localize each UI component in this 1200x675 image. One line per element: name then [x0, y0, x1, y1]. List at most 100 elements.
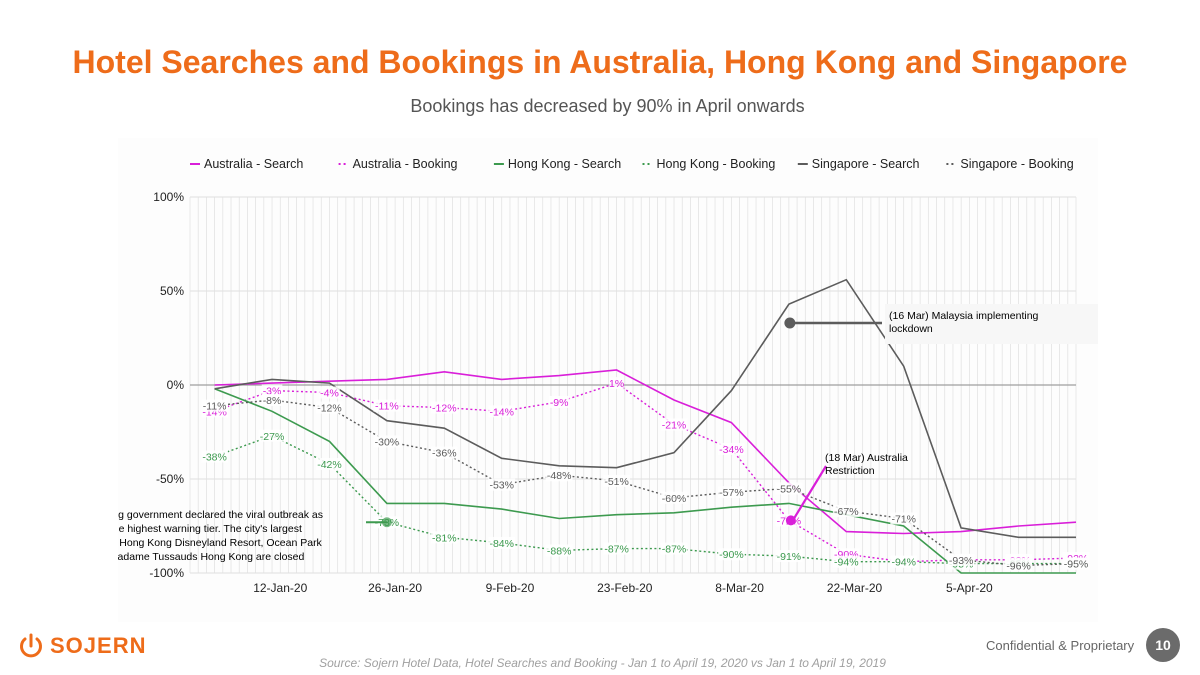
annotation-marker: [381, 517, 392, 528]
data-label-bg: [660, 542, 688, 555]
data-label-bg: [258, 429, 286, 442]
data-label: -51%: [604, 476, 629, 488]
legend-entry: Hong Kong - Search: [508, 157, 621, 171]
data-label-bg: [548, 395, 570, 408]
x-tick-label: 23-Feb-20: [597, 581, 653, 595]
data-label-bg: [373, 399, 401, 412]
annotation-text: (18 Mar) Australia: [825, 452, 908, 464]
series-line: [214, 435, 1076, 565]
data-label: -11%: [203, 401, 227, 413]
data-label-bg: [430, 401, 458, 414]
data-label: -34%: [719, 444, 744, 456]
data-label: -30%: [375, 436, 400, 448]
data-label-bg: [890, 555, 918, 568]
legend-entry: Australia - Search: [204, 157, 303, 171]
data-label: -81%: [432, 532, 457, 544]
y-tick-label: 50%: [160, 284, 184, 298]
data-label-bg: [545, 469, 573, 482]
chart-panel: 100% 50% 0% -50% -100% 12-Jan-20 26-Jan-20 9-Fe…: [118, 138, 1098, 622]
page-number-badge: 10: [1146, 628, 1180, 662]
data-label-bg: [201, 399, 229, 412]
data-label: -9%: [550, 397, 569, 409]
data-label-bg: [319, 386, 340, 399]
data-label-bg: [488, 536, 516, 549]
data-label-bg: [1005, 559, 1032, 572]
y-tick-label: 0%: [167, 378, 185, 392]
data-label: -90%: [719, 549, 744, 561]
data-label: -95%: [1064, 559, 1089, 571]
annotation-text: amusement parks, Hong Kong Disneyland Re…: [118, 537, 323, 549]
data-label-bg: [718, 486, 745, 499]
data-label: -48%: [547, 470, 572, 482]
data-label-bg: [488, 405, 516, 418]
data-label: -87%: [604, 544, 629, 556]
annotation-text: (25 Jan) Hong Kong government declared t…: [118, 509, 323, 521]
data-label-bg: [430, 446, 458, 459]
legend-entry: Singapore - Booking: [960, 157, 1073, 171]
data-label: -36%: [432, 448, 457, 460]
data-label: -4%: [320, 388, 339, 400]
data-label: -42%: [317, 459, 342, 471]
series-line: [214, 278, 1076, 539]
data-label-bg: [1062, 557, 1090, 570]
annotation-text: lockdown: [889, 323, 933, 335]
legend-entry: Singapore - Search: [812, 157, 920, 171]
data-label: -93%: [949, 555, 974, 567]
data-label-bg: [832, 504, 860, 517]
legend-entry: Australia - Booking: [353, 157, 458, 171]
data-label: -12%: [317, 403, 342, 415]
annotation-box: [885, 304, 1098, 344]
data-label: -8%: [263, 395, 282, 407]
data-label: -96%: [1006, 560, 1031, 572]
data-label: -57%: [719, 487, 744, 499]
data-label-bg: [261, 384, 283, 397]
data-label-bg: [488, 478, 516, 491]
power-icon: [20, 633, 42, 658]
data-label-bg: [718, 548, 745, 561]
data-label: -88%: [547, 545, 572, 557]
data-label-bg: [775, 482, 803, 495]
data-label: -67%: [834, 506, 859, 518]
data-label-bg: [660, 418, 688, 431]
data-label-bg: [660, 491, 688, 504]
data-label: -94%: [891, 557, 916, 569]
data-label: -12%: [432, 403, 457, 415]
data-label: -27%: [260, 431, 285, 443]
data-label: -94%: [834, 557, 859, 569]
data-label-bg: [430, 531, 458, 544]
annotation-text: an "emergency", the highest warning tier…: [118, 523, 302, 535]
data-label-bg: [603, 474, 630, 487]
x-tick-label: 26-Jan-20: [368, 581, 422, 595]
annotation-marker: [785, 515, 796, 526]
data-label: -60%: [662, 493, 687, 505]
x-tick-label: 9-Feb-20: [486, 581, 535, 595]
data-label-bg: [890, 512, 918, 525]
data-label-bg: [316, 401, 343, 414]
data-label-bg: [316, 457, 343, 470]
data-label: -87%: [662, 544, 687, 556]
source-note: Source: Sojern Hotel Data, Hotel Searche…: [319, 656, 886, 670]
annotation-text: Restriction: [825, 465, 875, 477]
x-tick-label: 22-Mar-20: [827, 581, 883, 595]
series-line: [214, 369, 1077, 535]
annotation-text: (16 Mar) Malaysia implementing: [889, 310, 1039, 322]
data-label-bg: [545, 544, 573, 557]
slide-title: Hotel Searches and Bookings in Australia…: [72, 44, 1128, 80]
y-tick-label: 100%: [153, 190, 184, 204]
data-label: -14%: [489, 406, 514, 418]
data-label: -84%: [489, 538, 514, 550]
data-label-bg: [609, 377, 624, 390]
slide-subtitle: Bookings has decreased by 90% in April o…: [410, 96, 805, 116]
data-label-bg: [775, 550, 803, 563]
data-label: -55%: [777, 483, 802, 495]
annotation-connector: [791, 465, 827, 521]
sojern-logo: SOJERN: [18, 630, 146, 662]
annotation-text: Hong Kong, and Madame Tussauds Hong Kong…: [118, 551, 305, 563]
data-label: -71%: [891, 513, 916, 525]
logo-text: SOJERN: [50, 633, 147, 658]
x-tick-label: 8-Mar-20: [715, 581, 764, 595]
data-label-bg: [373, 435, 401, 448]
confidential-label: Confidential & Proprietary: [986, 638, 1135, 653]
data-label-bg: [718, 442, 745, 455]
y-tick-label: -50%: [156, 472, 184, 486]
